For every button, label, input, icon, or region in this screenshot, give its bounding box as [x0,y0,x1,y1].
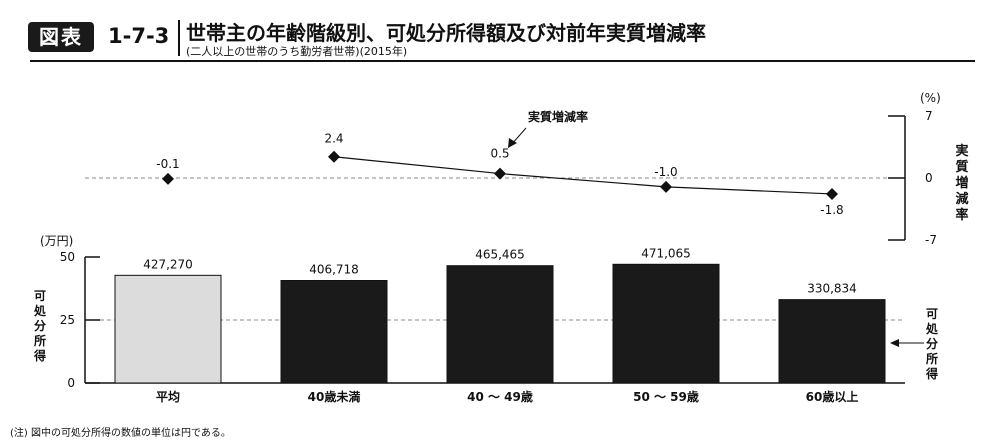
x-category-label: 60歳以上 [806,389,859,404]
bar-tick-label: 25 [60,313,75,327]
legend-arrowhead [890,339,899,347]
line-marker [328,150,340,163]
x-category-label: 40 〜 49歳 [467,389,533,404]
line-tick-label: -7 [925,233,937,247]
bar-3 [612,263,720,384]
bar-tick-label: 50 [60,250,75,264]
line-marker [826,187,838,200]
chart-title: 世帯主の年齢階級別、可処分所得額及び対前年実質増減率 [186,21,706,45]
line-value-label: 0.5 [490,147,509,161]
series-line-real-growth [333,156,833,195]
annotation-arrowhead [508,138,517,148]
x-category-label: 50 〜 59歳 [633,389,699,404]
header-rule [30,60,975,62]
x-category-label: 平均 [156,389,180,404]
bar-tick-label: 0 [67,376,75,390]
bar-0 [114,274,222,384]
bar-1 [280,280,388,384]
line-value-label: -0.1 [156,157,179,171]
x-category-label: 40歳未満 [308,389,361,404]
bar-value-label: 465,465 [475,248,525,262]
line-tick-label: 7 [925,109,933,123]
bar-axis-title: 可処分所得 [33,289,47,363]
bar-value-label: 406,718 [309,263,359,277]
bar-value-label: 330,834 [807,282,857,296]
bar-value-label: 471,065 [641,246,691,260]
bar-2 [446,265,554,384]
line-value-label: -1.0 [654,165,677,179]
bar-4 [778,299,886,384]
line-marker [162,172,174,185]
chart-note: (注) 図中の可処分所得の数値の単位は円である。 [10,428,231,439]
figure-badge: 図表 [28,22,94,52]
line-marker [494,167,506,180]
bar-value-label: 427,270 [143,257,193,271]
header-separator [178,20,180,56]
line-axis-title: 実質増減率 [955,143,968,223]
line-unit-label: (%) [920,91,941,105]
line-marker [660,180,672,193]
line-value-label: 2.4 [324,132,343,146]
line-series-annotation: 実質増減率 [528,109,588,124]
chart-subtitle: (二人以上の世帯のうち勤労者世帯)(2015年) [186,45,408,58]
bar-legend-label: 可処分所得 [925,307,939,381]
bar-unit-label: (万円) [40,234,73,248]
line-tick-label: 0 [925,171,933,185]
line-value-label: -1.8 [820,203,843,217]
figure-number: 1-7-3 [108,24,170,48]
